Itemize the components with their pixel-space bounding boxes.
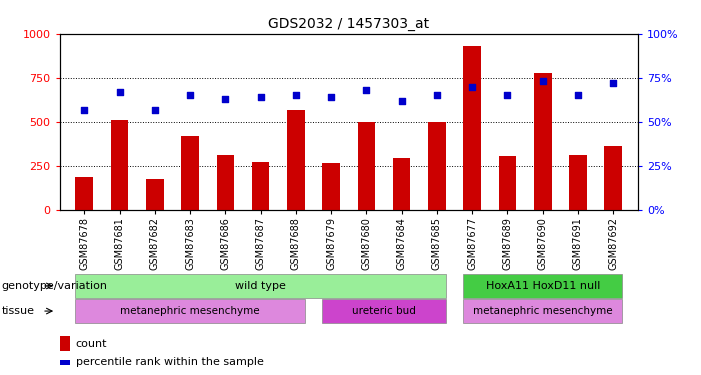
Bar: [60, 360, 70, 364]
Text: wild type: wild type: [235, 281, 286, 291]
Point: [79, 106, 90, 112]
Text: percentile rank within the sample: percentile rank within the sample: [76, 357, 264, 367]
Point: [502, 93, 513, 99]
Bar: [358, 122, 375, 210]
Text: metanephric mesenchyme: metanephric mesenchyme: [473, 306, 613, 316]
Bar: [463, 46, 481, 210]
Text: tissue: tissue: [1, 306, 34, 316]
Bar: [569, 155, 587, 210]
Text: HoxA11 HoxD11 null: HoxA11 HoxD11 null: [486, 281, 600, 291]
Text: count: count: [76, 339, 107, 349]
Point: [431, 93, 442, 99]
Bar: [322, 163, 340, 210]
Bar: [60, 336, 70, 351]
Point: [537, 78, 548, 84]
Point: [572, 93, 583, 99]
Bar: [111, 120, 128, 210]
Point: [325, 94, 336, 100]
Point: [290, 93, 301, 99]
Bar: [182, 136, 199, 210]
Text: metanephric mesenchyme: metanephric mesenchyme: [121, 306, 260, 316]
Bar: [534, 72, 552, 210]
Bar: [604, 146, 622, 210]
Point: [608, 80, 619, 86]
Point: [184, 93, 196, 99]
Bar: [217, 155, 234, 210]
Bar: [76, 177, 93, 210]
Bar: [393, 158, 411, 210]
Point: [149, 106, 161, 112]
Bar: [498, 156, 516, 210]
Text: genotype/variation: genotype/variation: [1, 281, 107, 291]
Point: [396, 98, 407, 104]
Point: [219, 96, 231, 102]
Bar: [428, 122, 446, 210]
Point: [361, 87, 372, 93]
Bar: [252, 162, 269, 210]
Title: GDS2032 / 1457303_at: GDS2032 / 1457303_at: [268, 17, 429, 32]
Text: ureteric bud: ureteric bud: [352, 306, 416, 316]
Point: [114, 89, 125, 95]
Point: [255, 94, 266, 100]
Point: [467, 84, 478, 90]
Bar: [287, 110, 305, 210]
Bar: [146, 179, 163, 210]
